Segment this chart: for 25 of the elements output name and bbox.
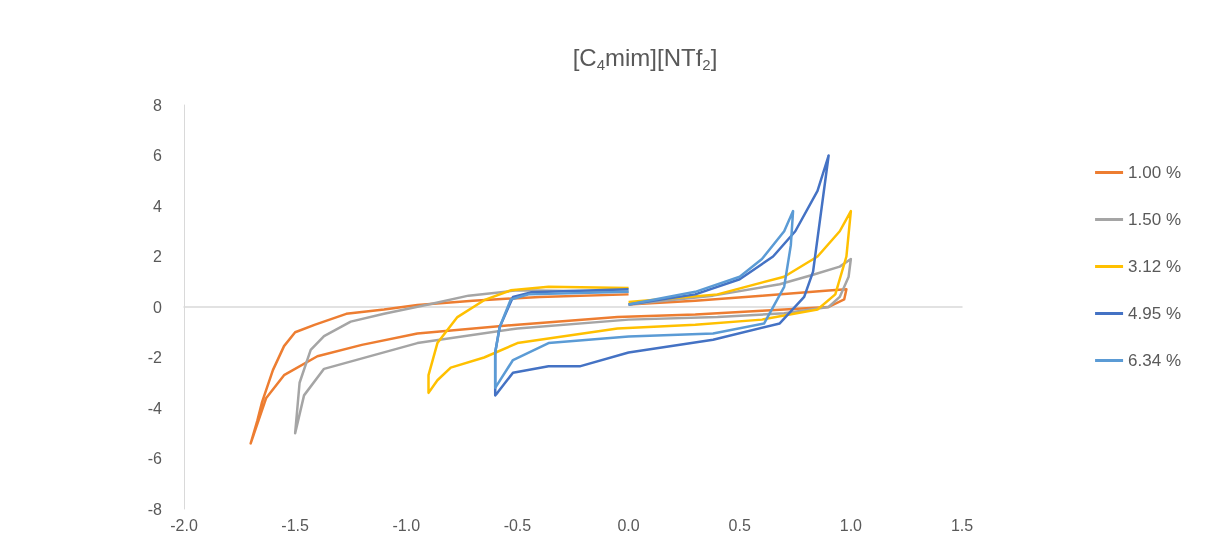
line-series <box>427 209 853 395</box>
y-tick-label: -6 <box>147 450 163 467</box>
y-tick-label: 0 <box>153 298 163 316</box>
legend-label: 4.95 % <box>1128 304 1182 323</box>
x-tick-label: 1.0 <box>839 516 863 533</box>
legend-label: 3.12 % <box>1128 257 1182 276</box>
x-tick-label: -0.5 <box>503 516 532 533</box>
x-tick-label: 0.5 <box>728 516 751 533</box>
legend-label: 1.50 % <box>1128 210 1182 229</box>
x-tick-label: 0.0 <box>617 516 640 533</box>
legend-label: 6.34 % <box>1128 351 1182 370</box>
y-tick-label: 6 <box>153 147 163 164</box>
line-series <box>493 209 795 390</box>
y-tick-label: -2 <box>147 349 163 366</box>
y-tick-label: -8 <box>147 500 163 518</box>
x-tick-label: 1.5 <box>950 516 974 533</box>
line-series <box>249 288 848 445</box>
legend-label: 1.00 % <box>1128 163 1182 182</box>
y-tick-label: 8 <box>153 96 163 114</box>
y-tick-label: 2 <box>153 248 163 265</box>
y-tick-label: -4 <box>147 399 163 417</box>
x-tick-label: -2.0 <box>170 516 198 533</box>
x-tick-label: -1.5 <box>281 516 310 533</box>
y-tick-label: 4 <box>153 197 163 215</box>
x-tick-label: -1.0 <box>392 516 421 533</box>
